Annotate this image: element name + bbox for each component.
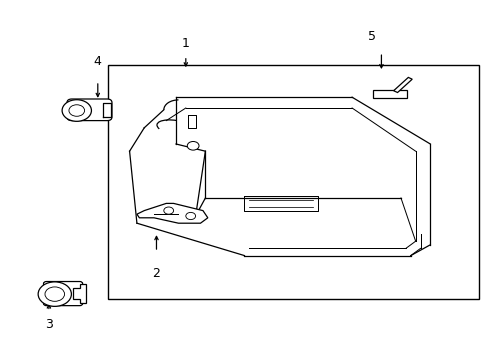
Bar: [107, 65, 478, 299]
Text: 1: 1: [182, 37, 189, 50]
Circle shape: [185, 212, 195, 220]
Text: 5: 5: [367, 30, 375, 42]
Polygon shape: [137, 203, 207, 223]
Polygon shape: [393, 77, 411, 93]
Circle shape: [163, 207, 173, 214]
Circle shape: [69, 105, 84, 116]
Circle shape: [62, 100, 91, 121]
Polygon shape: [73, 284, 85, 303]
FancyBboxPatch shape: [67, 99, 112, 121]
Circle shape: [45, 287, 64, 301]
Circle shape: [187, 141, 199, 150]
Circle shape: [38, 282, 71, 306]
Text: 4: 4: [94, 55, 102, 68]
Text: 2: 2: [152, 267, 160, 280]
FancyBboxPatch shape: [43, 282, 82, 306]
Text: 3: 3: [45, 318, 53, 330]
FancyBboxPatch shape: [372, 90, 406, 98]
